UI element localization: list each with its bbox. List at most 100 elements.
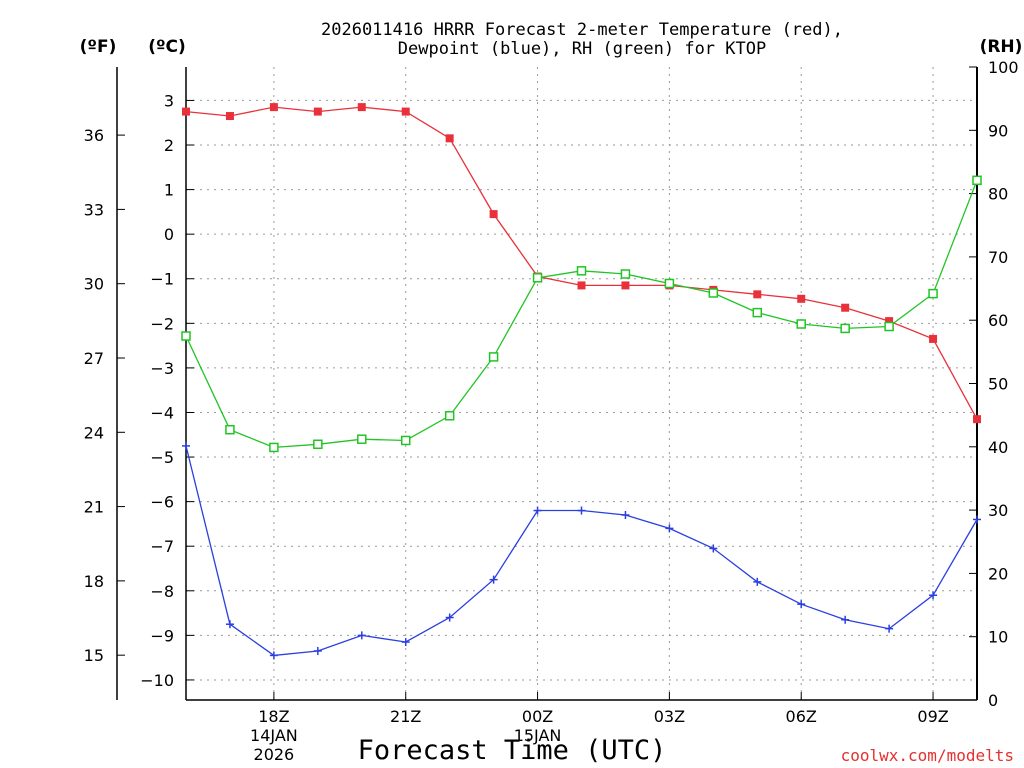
- data-point: [972, 175, 982, 186]
- data-point: [665, 524, 674, 533]
- data-point: [576, 266, 587, 276]
- data-point: [357, 103, 366, 112]
- y-tick-label-rh: 70: [988, 248, 1008, 267]
- data-point: [357, 631, 366, 640]
- y-tick-label-c: −7: [150, 537, 174, 556]
- data-point: [840, 323, 850, 334]
- y-tick-label-c: 3: [164, 91, 174, 110]
- series-layer: [181, 103, 982, 660]
- y-tick-label-c: −5: [150, 448, 174, 467]
- grid-lines: [186, 67, 977, 700]
- data-point: [620, 269, 631, 279]
- data-point: [841, 615, 850, 624]
- data-point: [753, 577, 762, 586]
- data-point: [489, 575, 498, 584]
- data-point: [709, 544, 718, 553]
- x-tick-label: 03Z: [654, 707, 685, 726]
- y-tick-label-rh: 100: [988, 58, 1019, 77]
- y-tick-label-f: 24: [84, 423, 104, 442]
- x-tick-label: 00Z: [522, 707, 553, 726]
- y-tick-label-rh: 20: [988, 564, 1008, 583]
- x-tick-date-label: 14JAN: [250, 726, 298, 745]
- data-point: [401, 638, 410, 647]
- x-tick-year-label: 2026: [254, 745, 295, 764]
- y-tick-label-rh: 0: [988, 691, 998, 710]
- data-point: [488, 352, 499, 362]
- chart-title-line1: 2026011416 HRRR Forecast 2-meter Tempera…: [321, 20, 843, 40]
- data-point: [577, 506, 586, 515]
- data-point: [885, 317, 894, 326]
- x-tick-label: 06Z: [786, 707, 817, 726]
- data-point: [313, 107, 322, 116]
- unit-celsius-label: (ºC): [148, 37, 186, 57]
- credit-text: coolwx.com/modelts: [841, 746, 1014, 765]
- series-line: [185, 180, 978, 449]
- series-line: [185, 445, 978, 657]
- data-point: [269, 103, 278, 112]
- data-point: [225, 112, 234, 121]
- data-point: [884, 321, 894, 332]
- x-tick-label: 21Z: [390, 707, 421, 726]
- data-point: [532, 273, 543, 283]
- y-tick-label-rh: 50: [988, 375, 1008, 394]
- unit-fahrenheit-label: (ºF): [80, 37, 117, 57]
- y-tick-label-f: 15: [84, 646, 104, 665]
- data-point: [445, 613, 454, 622]
- data-point: [929, 591, 938, 600]
- data-point: [708, 288, 719, 298]
- y-tick-label-rh: 10: [988, 628, 1008, 647]
- data-point: [797, 600, 806, 609]
- y-tick-label-c: 0: [164, 225, 174, 244]
- data-point: [313, 439, 323, 450]
- y-tick-label-f: 18: [84, 572, 104, 591]
- data-point: [269, 442, 279, 453]
- y-tick-label-rh: 30: [988, 501, 1008, 520]
- data-point: [841, 303, 850, 312]
- y-tick-label-c: 1: [164, 181, 174, 200]
- y-tick-label-c: −2: [150, 314, 174, 333]
- data-point: [885, 624, 894, 633]
- data-point: [797, 294, 806, 303]
- y-tick-label-rh: 40: [988, 438, 1008, 457]
- data-point: [269, 651, 278, 660]
- data-point: [313, 646, 322, 655]
- data-point: [796, 319, 806, 329]
- data-point: [621, 281, 630, 290]
- y-tick-label-c: 2: [164, 136, 174, 155]
- y-tick-label-c: −3: [150, 359, 174, 378]
- data-point: [182, 107, 190, 116]
- data-point: [533, 506, 542, 515]
- y-tick-label-rh: 90: [988, 121, 1008, 140]
- x-tick-label: 18Z: [258, 707, 289, 726]
- data-point: [357, 434, 367, 444]
- y-ticks-celsius: 3 2 1 0 −1 −2 −3 −4 −5 −6 −7 −8 −9 −10: [140, 91, 194, 690]
- y-tick-label-rh: 60: [988, 311, 1008, 330]
- data-point: [445, 134, 454, 143]
- data-point: [753, 290, 762, 299]
- y-tick-label-rh: 80: [988, 185, 1008, 204]
- y-ticks-fahrenheit: 36 33 30 27 24 21 18 15: [84, 126, 125, 665]
- x-axis-label: Forecast Time (UTC): [358, 735, 667, 766]
- axes: [116, 67, 978, 701]
- data-point: [225, 424, 235, 435]
- data-point: [973, 515, 981, 524]
- data-point: [929, 334, 938, 343]
- y-tick-label-c: −10: [140, 671, 174, 690]
- data-point: [225, 620, 234, 629]
- y-tick-label-c: −8: [150, 582, 174, 601]
- y-tick-label-f: 33: [84, 200, 104, 219]
- y-tick-label-f: 27: [84, 349, 104, 368]
- series-rh: [181, 175, 982, 453]
- series-2-meter-temperature: [182, 103, 981, 424]
- data-point: [621, 511, 630, 520]
- data-point: [401, 107, 410, 116]
- y-tick-label-f: 30: [84, 275, 104, 294]
- y-tick-label-c: −9: [150, 626, 174, 645]
- y-tick-label-c: −6: [150, 493, 174, 512]
- data-point: [928, 288, 938, 299]
- data-point: [181, 331, 191, 341]
- y-tick-label-c: −1: [150, 270, 174, 289]
- data-point: [182, 441, 190, 450]
